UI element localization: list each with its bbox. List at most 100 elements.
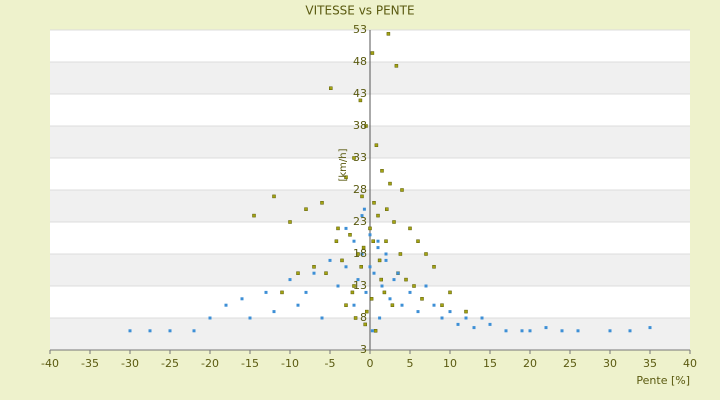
point bbox=[432, 303, 436, 307]
point bbox=[384, 252, 388, 256]
point bbox=[382, 290, 387, 295]
y-tick-label: 28 bbox=[353, 183, 367, 196]
point bbox=[264, 290, 268, 294]
point bbox=[420, 297, 424, 301]
point bbox=[360, 194, 364, 199]
point bbox=[408, 290, 412, 294]
point bbox=[408, 226, 412, 231]
x-tick-label: -40 bbox=[41, 357, 59, 370]
point bbox=[280, 290, 284, 295]
point bbox=[400, 188, 404, 192]
point bbox=[328, 258, 332, 262]
point bbox=[368, 233, 372, 237]
point bbox=[304, 290, 308, 294]
point bbox=[504, 329, 508, 333]
point bbox=[380, 169, 384, 173]
point bbox=[352, 284, 356, 288]
point bbox=[369, 297, 374, 301]
point bbox=[296, 271, 300, 275]
point bbox=[352, 239, 356, 243]
point bbox=[329, 86, 333, 90]
x-tick-label: 20 bbox=[523, 357, 537, 370]
y-tick-label: 38 bbox=[353, 119, 367, 132]
point bbox=[384, 258, 388, 262]
point bbox=[396, 271, 400, 275]
point bbox=[361, 245, 366, 250]
point bbox=[440, 303, 444, 307]
point bbox=[365, 309, 369, 314]
point bbox=[312, 271, 316, 275]
x-tick-label: 25 bbox=[563, 357, 577, 370]
point bbox=[320, 201, 324, 205]
point bbox=[192, 329, 196, 333]
point bbox=[373, 329, 378, 333]
point bbox=[372, 201, 376, 205]
point bbox=[374, 143, 379, 147]
point bbox=[248, 316, 252, 320]
point bbox=[648, 326, 652, 330]
point bbox=[456, 322, 460, 326]
point bbox=[240, 297, 244, 301]
point bbox=[312, 265, 316, 269]
point bbox=[480, 316, 484, 320]
x-tick-label: -15 bbox=[241, 357, 259, 370]
y-tick-label: 8 bbox=[360, 311, 367, 324]
point bbox=[368, 265, 372, 269]
point bbox=[386, 32, 391, 36]
y-tick-label: 23 bbox=[353, 215, 367, 228]
x-tick-label: 10 bbox=[443, 357, 457, 370]
point bbox=[128, 329, 132, 333]
point bbox=[416, 310, 420, 314]
point bbox=[448, 290, 452, 295]
x-tick-label: 15 bbox=[483, 357, 497, 370]
point bbox=[362, 207, 366, 211]
point bbox=[379, 277, 383, 282]
point bbox=[288, 220, 292, 224]
point bbox=[353, 316, 358, 320]
x-tick-label: 30 bbox=[603, 357, 617, 370]
point bbox=[288, 278, 292, 282]
point bbox=[377, 258, 382, 263]
point bbox=[398, 252, 403, 256]
point bbox=[360, 252, 364, 256]
point bbox=[368, 226, 372, 231]
point bbox=[356, 252, 360, 256]
point bbox=[472, 326, 476, 330]
x-tick-label: 5 bbox=[407, 357, 414, 370]
point bbox=[376, 239, 380, 243]
point bbox=[424, 284, 428, 288]
point bbox=[272, 194, 276, 199]
x-tick-label: -25 bbox=[161, 357, 179, 370]
x-tick-label: -20 bbox=[201, 357, 219, 370]
point bbox=[352, 303, 356, 307]
point bbox=[400, 303, 404, 307]
point bbox=[296, 303, 300, 307]
point bbox=[424, 252, 428, 256]
x-tick-label: -30 bbox=[121, 357, 139, 370]
x-tick-label: -35 bbox=[81, 357, 99, 370]
y-tick-label: 13 bbox=[353, 279, 367, 292]
point bbox=[334, 239, 339, 243]
point bbox=[385, 207, 389, 211]
point bbox=[544, 326, 548, 330]
point bbox=[448, 310, 452, 314]
point bbox=[628, 329, 632, 333]
point bbox=[320, 316, 324, 320]
point bbox=[168, 329, 172, 333]
point bbox=[364, 290, 368, 294]
point bbox=[336, 284, 340, 288]
point bbox=[412, 284, 416, 288]
point bbox=[363, 322, 367, 327]
y-tick-label: 53 bbox=[353, 23, 367, 36]
point bbox=[364, 124, 368, 128]
point bbox=[360, 214, 364, 218]
point bbox=[224, 303, 228, 307]
y-axis-label: [km/h] bbox=[338, 148, 349, 181]
x-tick-label: -10 bbox=[281, 357, 299, 370]
point bbox=[340, 258, 344, 263]
point bbox=[416, 239, 420, 243]
point bbox=[358, 98, 363, 103]
point bbox=[370, 51, 375, 55]
point bbox=[394, 64, 399, 68]
